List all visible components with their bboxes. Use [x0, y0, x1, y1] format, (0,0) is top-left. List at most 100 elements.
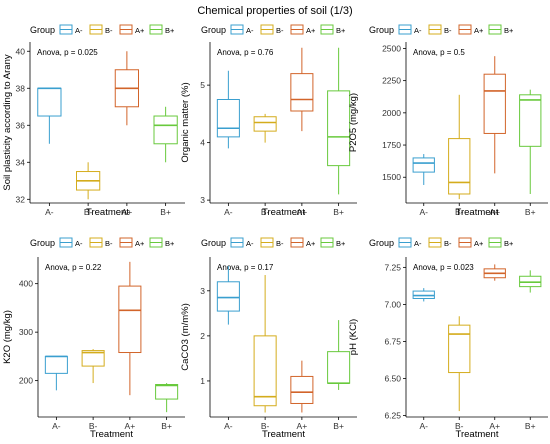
box-B+ [153, 106, 178, 163]
legend-key [230, 237, 244, 248]
y-tick-label: 200 [19, 376, 33, 386]
legend-label: B- [276, 26, 284, 35]
y-axis-title: Soil plasticity according to Arany [2, 54, 13, 190]
legend-key [398, 237, 412, 248]
chart-panel-1: Group A- B- A+ B+ 32 34 36 38 40 A- B- A+ B+ Treatment… [2, 24, 185, 218]
x-tick-label: A+ [489, 207, 500, 217]
x-tick-label: B+ [525, 207, 536, 217]
box-A- [37, 87, 62, 144]
anova-annotation: Anova, p = 0.023 [413, 263, 474, 272]
y-tick-label: 6.25 [384, 411, 401, 421]
box-B- [81, 349, 105, 384]
y-axis-title: K2O (mg/kg) [2, 310, 13, 364]
box-iqr [253, 116, 277, 132]
box-B+ [519, 270, 542, 293]
box-iqr [37, 87, 62, 117]
x-tick-label: A- [52, 421, 61, 431]
y-tick-label: 38 [16, 83, 26, 93]
legend-key [458, 237, 472, 248]
legend: Group A- B- A+ B+ [30, 237, 175, 248]
x-axis-title: Treatment [90, 429, 133, 440]
legend-key [89, 24, 103, 35]
box-A+ [114, 51, 139, 126]
legend-label: B+ [165, 26, 175, 35]
box-A- [412, 154, 435, 185]
x-tick-label: A- [420, 421, 429, 431]
anova-annotation: Anova, p = 0.17 [217, 263, 274, 272]
x-tick-label: A- [45, 207, 54, 217]
chart-panel-2: Group A- B- A+ B+ 3 4 5 A- B- A+ B+ Treatment Organic… [180, 24, 357, 218]
legend-label: A+ [474, 239, 484, 248]
legend-label: A- [414, 26, 422, 35]
x-tick-label: A+ [489, 421, 500, 431]
y-axis-title: Organic matter (%) [180, 82, 191, 162]
x-tick-label: A+ [297, 207, 308, 217]
y-tick-label: 3 [200, 195, 205, 205]
y-tick-label: 6.50 [384, 373, 401, 383]
legend-label: A- [75, 26, 83, 35]
box-iqr [448, 138, 471, 195]
legend-key [149, 237, 163, 248]
legend-key [428, 237, 442, 248]
legend-key [320, 237, 334, 248]
box-iqr [253, 335, 277, 407]
legend-title: Group [30, 238, 55, 248]
box-B+ [327, 47, 351, 195]
box-A+ [118, 261, 142, 396]
x-tick-label: A- [420, 207, 429, 217]
box-A+ [290, 360, 314, 413]
legend-key [398, 24, 412, 35]
legend-key [290, 24, 304, 35]
legend-label: A+ [306, 239, 316, 248]
box-iqr [81, 350, 105, 367]
chart-panel-5: Group A- B- A+ B+ 1 2 3 A- B- A+ B+ Treatment CaCO3 (… [180, 237, 357, 440]
legend-title: Group [369, 238, 394, 248]
chart-panel-3: Group A- B- A+ B+ 1500 1750 2000 2250 2500 A- B- A+ B… [348, 24, 548, 218]
y-tick-label: 7.25 [384, 262, 401, 272]
box-A- [216, 266, 240, 325]
box-iqr [290, 73, 314, 112]
legend-key [230, 24, 244, 35]
anova-annotation: Anova, p = 0.22 [45, 263, 102, 272]
legend-label: B- [276, 239, 284, 248]
legend-key [89, 237, 103, 248]
y-tick-label: 2 [200, 331, 205, 341]
box-A- [412, 288, 435, 302]
legend-label: A- [246, 239, 254, 248]
box-iqr [448, 324, 471, 374]
x-tick-label: B+ [333, 207, 344, 217]
x-tick-label: B+ [333, 421, 344, 431]
legend-key [290, 237, 304, 248]
legend-key [488, 237, 502, 248]
x-axis-title: Treatment [456, 207, 499, 218]
legend-label: B- [444, 26, 452, 35]
legend-key [260, 24, 274, 35]
x-tick-label: B- [455, 421, 464, 431]
box-iqr [327, 90, 351, 167]
x-tick-label: B+ [161, 421, 172, 431]
box-iqr [216, 281, 240, 312]
y-tick-label: 2000 [382, 108, 401, 118]
legend-key [59, 24, 73, 35]
legend-label: A- [414, 239, 422, 248]
y-axis-title: pH (KCl) [348, 319, 359, 355]
x-tick-label: A+ [122, 207, 133, 217]
y-axis-title: P2O5 (mg/kg) [348, 93, 359, 152]
y-tick-label: 1 [200, 376, 205, 386]
x-tick-label: B- [261, 207, 270, 217]
box-B- [253, 275, 277, 413]
box-B- [76, 162, 101, 200]
y-axis-title: CaCO3 (m/m%) [180, 303, 191, 371]
legend-label: A+ [135, 239, 145, 248]
box-iqr [412, 157, 435, 173]
box-iqr [327, 351, 351, 384]
legend: Group A- B- A+ B+ [201, 237, 346, 248]
y-tick-label: 1750 [382, 140, 401, 150]
legend-label: A- [75, 239, 83, 248]
legend-label: B+ [504, 239, 514, 248]
box-iqr [155, 384, 179, 400]
y-tick-label: 34 [16, 157, 26, 167]
x-tick-label: A+ [125, 421, 136, 431]
